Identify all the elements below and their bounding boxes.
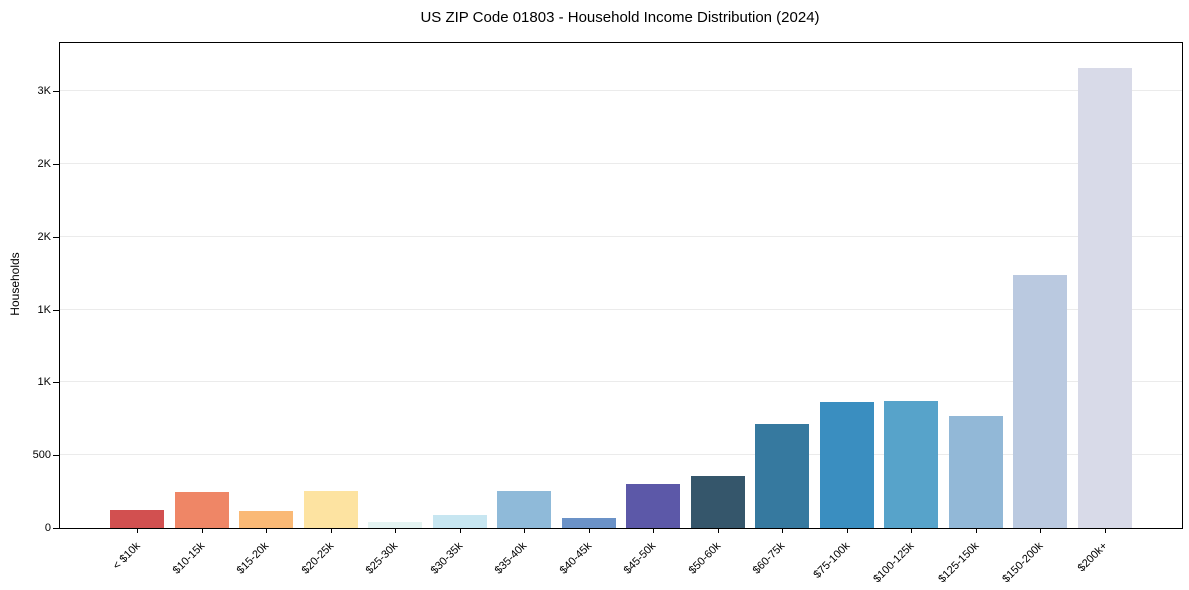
gridline xyxy=(60,454,1182,456)
y-tick-label: 2K xyxy=(37,230,51,243)
x-tick-label: $50-60k xyxy=(686,540,724,577)
x-tick-label: $35-40k xyxy=(493,540,530,577)
chart-title: US ZIP Code 01803 - Household Income Dis… xyxy=(420,9,820,26)
y-tick-label: 1K xyxy=(37,376,51,389)
x-tick-mark xyxy=(782,528,784,533)
x-tick-label: < $10k xyxy=(110,540,143,573)
x-tick-label: $150-200k xyxy=(1000,540,1046,586)
x-tick-mark xyxy=(846,528,848,533)
x-tick-mark xyxy=(1040,528,1042,533)
x-tick-label: $20-25k xyxy=(299,540,337,577)
x-tick-label: $60-75k xyxy=(751,540,788,577)
y-tick-label: 2K xyxy=(37,157,51,170)
bar xyxy=(690,476,745,528)
x-tick-mark xyxy=(524,528,526,533)
bar xyxy=(819,402,874,528)
bar xyxy=(432,515,487,528)
x-tick-mark xyxy=(201,528,203,533)
x-tick-label: $125-150k xyxy=(935,540,982,586)
bar xyxy=(497,490,552,528)
x-tick-mark xyxy=(1104,528,1106,533)
x-tick-label: $100-125k xyxy=(871,540,917,586)
x-tick-label: $75-100k xyxy=(811,540,853,581)
x-tick-mark xyxy=(653,528,655,533)
plot-area: 0 500 1K 1K 2K 2K 3K < $10k $10-15k $15-20k $20-25… xyxy=(33,42,1183,585)
gridline xyxy=(60,381,1182,383)
x-tick-mark xyxy=(395,528,397,533)
bar xyxy=(755,424,810,528)
bar xyxy=(239,510,294,528)
y-tick-mark xyxy=(53,309,59,311)
y-tick-mark xyxy=(53,236,59,238)
x-tick-mark xyxy=(975,528,977,533)
y-tick-mark xyxy=(53,163,59,165)
x-tick-mark xyxy=(459,528,461,533)
bar xyxy=(884,401,939,528)
y-tick-mark xyxy=(53,382,59,384)
gridline xyxy=(60,235,1182,237)
x-tick-label: $25-30k xyxy=(364,540,401,577)
y-tick-mark xyxy=(53,455,59,457)
y-tick-label: 0 xyxy=(44,522,51,534)
x-tick-label: $30-35k xyxy=(428,540,466,577)
x-tick-label: $45-50k xyxy=(622,540,659,577)
gridline xyxy=(60,90,1182,92)
gridline xyxy=(60,162,1182,164)
gridline xyxy=(60,308,1182,310)
x-tick-label: $200k+ xyxy=(1076,540,1111,575)
bar xyxy=(626,484,681,528)
bar xyxy=(561,517,616,528)
bar xyxy=(174,492,229,528)
y-tick-label: 1K xyxy=(37,303,51,316)
bar xyxy=(368,522,423,528)
bar xyxy=(948,415,1003,528)
bar xyxy=(110,510,165,528)
y-tick-mark xyxy=(53,528,59,529)
y-tick-label: 3K xyxy=(37,85,51,98)
y-axis-title: Households xyxy=(8,252,22,316)
x-tick-label: $10-15k xyxy=(170,540,208,577)
y-tick-mark xyxy=(53,91,59,93)
x-tick-mark xyxy=(266,528,268,533)
y-tick-label: 500 xyxy=(32,449,51,462)
bar xyxy=(303,491,358,528)
x-tick-mark xyxy=(717,528,719,533)
x-tick-mark xyxy=(911,528,913,533)
x-tick-mark xyxy=(588,528,590,533)
x-tick-label: $40-45k xyxy=(557,540,595,577)
bar xyxy=(1013,274,1068,528)
x-tick-label: $15-20k xyxy=(235,540,272,577)
bar xyxy=(1077,67,1132,528)
x-tick-mark xyxy=(137,528,139,533)
x-tick-mark xyxy=(330,528,332,533)
